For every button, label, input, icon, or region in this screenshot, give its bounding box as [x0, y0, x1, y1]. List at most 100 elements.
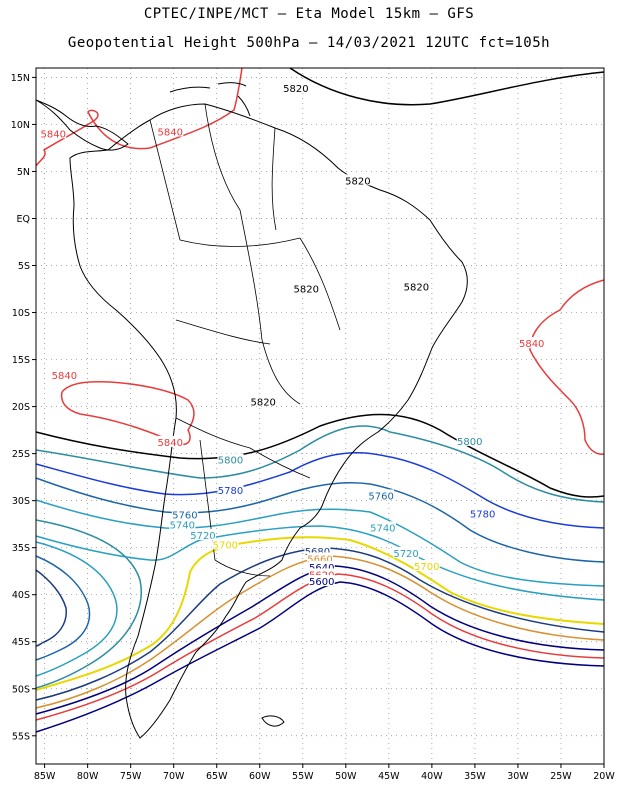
contour-label-bg [308, 560, 335, 572]
lon-tick-label: 20W [593, 771, 615, 782]
lon-tick-label: 65W [206, 771, 228, 782]
contour-label-bg [518, 337, 545, 349]
contour-label: 5700 [213, 540, 238, 551]
contour-label-bg [308, 568, 335, 580]
contour-label-bg [189, 528, 216, 540]
contour-5640 [35, 565, 605, 715]
contour-label: 5740 [370, 523, 395, 534]
contour-label: 5700 [414, 562, 439, 573]
lat-tick-label: 20S [12, 402, 30, 413]
contour-label-bg [393, 546, 420, 558]
contour-label-bg [368, 489, 395, 501]
contour-5840-north [35, 67, 243, 167]
contour-label-bg [344, 174, 371, 186]
contour-5700 [35, 536, 605, 691]
contour-trough-4 [35, 519, 142, 689]
contour-label: 5820 [283, 84, 308, 95]
lat-tick-label: 55S [12, 731, 30, 742]
contour-5600 [35, 581, 605, 733]
contour-label-bg [282, 82, 309, 94]
south-america-coast [69, 103, 468, 739]
contour-label: 5820 [294, 285, 319, 296]
contour-5760 [35, 477, 605, 563]
title-model-line: CPTEC/INPE/MCT – Eta Model 15km – GFS [143, 6, 475, 22]
falkland-islands [261, 715, 285, 727]
lon-tick-label: 60W [249, 771, 271, 782]
contour-label: 5840 [40, 129, 65, 140]
title-field-line: Geopotential Height 500hPa – 14/03/2021 … [67, 35, 551, 51]
contour-label-bg [171, 508, 198, 520]
lon-tick-label: 70W [163, 771, 185, 782]
contour-5840-east [529, 279, 605, 455]
contour-label-bg [413, 559, 440, 571]
central-america-coast [35, 99, 129, 151]
contour-5820-north [289, 67, 605, 106]
country-borders [149, 103, 341, 577]
contour-5740 [35, 499, 605, 587]
contour-label-bg [293, 282, 320, 294]
contour-label: 5640 [309, 563, 334, 574]
contour-label-bg [40, 127, 67, 139]
contour-lines [35, 67, 605, 733]
contour-label-bg [456, 434, 483, 446]
contour-label-bg [403, 280, 430, 292]
lat-tick-label: 10N [11, 120, 30, 131]
contour-label-bg [212, 538, 239, 550]
contour-label: 5760 [172, 510, 197, 521]
lon-tick-label: 25W [550, 771, 572, 782]
contour-label: 5820 [345, 176, 370, 187]
contour-label-bg [217, 453, 244, 465]
lat-tick-label: 5S [18, 261, 30, 272]
contour-label: 5820 [404, 283, 429, 294]
contour-trough-3 [35, 569, 67, 647]
lat-tick-label: 40S [12, 590, 30, 601]
contour-label-bg [250, 395, 277, 407]
lat-tick-label: 10S [12, 308, 30, 319]
lon-tick-label: 40W [421, 771, 443, 782]
contour-label: 5780 [470, 509, 495, 520]
contour-label: 5760 [368, 491, 393, 502]
contour-label: 5780 [218, 486, 243, 497]
contour-label-bg [157, 125, 184, 137]
contour-label: 5740 [170, 521, 195, 532]
contour-label: 5680 [305, 547, 330, 558]
contour-labels: 5820 5820 5820 5820 5820 5840 5840 5840 5840 5840… [40, 82, 545, 588]
contour-label-bg [51, 369, 78, 381]
coastline [35, 82, 468, 739]
contour-label-bg [469, 507, 496, 519]
caribbean-islands [169, 82, 251, 117]
lon-tick-label: 85W [34, 771, 56, 782]
lat-tick-label: 50S [12, 684, 30, 695]
contour-label: 5720 [393, 549, 418, 560]
lon-tick-label: 75W [120, 771, 142, 782]
contour-label: 5820 [250, 397, 275, 408]
contour-trough-2 [35, 541, 118, 677]
contour-5620 [35, 573, 605, 721]
lat-tick-label: 15S [12, 355, 30, 366]
contour-label-bg [369, 521, 396, 533]
lon-tick-label: 55W [292, 771, 314, 782]
lat-tick-label: 30S [12, 496, 30, 507]
contour-label-bg [157, 435, 184, 447]
grid-lines [36, 68, 605, 764]
contour-label: 5720 [190, 531, 215, 542]
contour-label: 5840 [52, 371, 77, 382]
contour-5800 [35, 425, 605, 503]
contour-label: 5800 [457, 437, 482, 448]
contour-5840-west [60, 380, 195, 446]
contour-label: 5800 [218, 456, 243, 467]
contour-trough-1 [35, 555, 91, 661]
lon-tick-label: 30W [507, 771, 529, 782]
contour-label: 5660 [307, 554, 332, 565]
lon-tick-label: 35W [464, 771, 486, 782]
contour-label-bg [169, 518, 196, 530]
contour-label-bg [307, 552, 333, 564]
lat-tick-label: 35S [12, 543, 30, 554]
contour-5780 [35, 451, 605, 529]
lat-tick-label: 45S [12, 637, 30, 648]
lon-tick-label: 80W [77, 771, 99, 782]
contour-5820-south [35, 413, 605, 498]
contour-5660 [35, 555, 605, 709]
map-border [35, 67, 605, 765]
